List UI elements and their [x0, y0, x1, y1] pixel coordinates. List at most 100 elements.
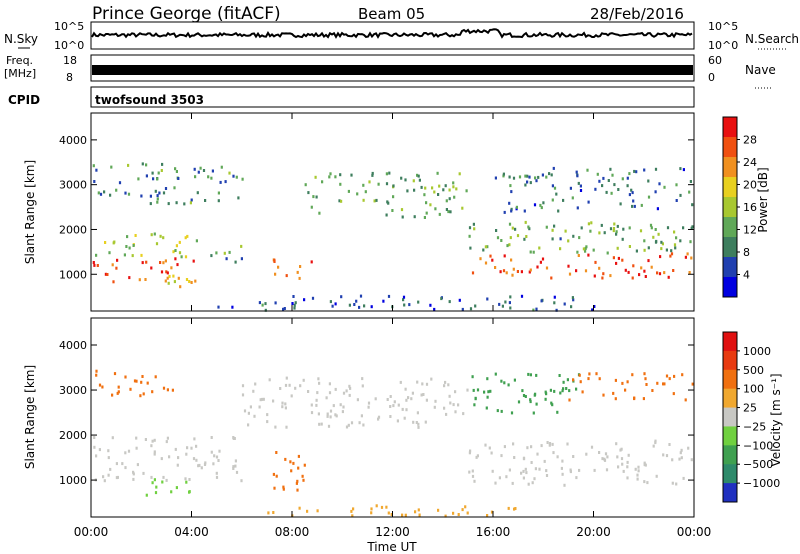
heatmap-cell: [585, 452, 588, 456]
velocity-panel-frame: [90, 317, 695, 518]
colorbar-tick-label: 24: [743, 156, 757, 169]
heatmap-cell: [400, 176, 403, 180]
heatmap-cell: [669, 254, 672, 258]
heatmap-cell: [512, 267, 515, 271]
heatmap-cell: [98, 448, 101, 452]
heatmap-cell: [631, 373, 634, 377]
heatmap-cell: [373, 199, 376, 203]
heatmap-cell: [636, 473, 639, 477]
heatmap-cell: [487, 390, 490, 394]
heatmap-cell: [621, 462, 624, 466]
heatmap-cell: [691, 382, 694, 386]
heatmap-cell: [575, 387, 578, 391]
heatmap-cell: [545, 392, 548, 396]
heatmap-cell: [231, 305, 234, 309]
heatmap-cell: [646, 481, 649, 485]
heatmap-cell: [157, 171, 160, 175]
power-colorbar: 4 8 12 16 20 24 28: [722, 116, 757, 298]
heatmap-cell: [115, 266, 118, 270]
heatmap-cell: [635, 249, 638, 253]
heatmap-cell: [307, 191, 310, 195]
heatmap-cell: [425, 211, 428, 215]
heatmap-cell: [524, 395, 527, 398]
heatmap-cell: [347, 423, 350, 427]
heatmap-cell: [303, 298, 306, 302]
heatmap-cell: [561, 472, 564, 476]
x-tick-label: 20:00: [576, 525, 611, 539]
heatmap-cell: [560, 466, 563, 470]
heatmap-cell: [474, 396, 477, 400]
heatmap-cell: [159, 234, 162, 238]
heatmap-cell: [402, 298, 405, 302]
heatmap-cell: [615, 230, 618, 234]
heatmap-cell: [210, 436, 213, 439]
heatmap-cell: [234, 464, 237, 468]
heatmap-cell: [614, 397, 617, 401]
heatmap-cell: [521, 389, 524, 393]
heatmap-cell: [503, 445, 506, 449]
heatmap-cell: [588, 372, 591, 376]
heatmap-cell: [93, 263, 96, 267]
heatmap-cell: [515, 205, 518, 209]
heatmap-cell: [240, 257, 243, 261]
heatmap-cell: [161, 162, 164, 166]
heatmap-cell: [682, 226, 685, 230]
y-tick-label: 4000: [59, 339, 87, 352]
heatmap-cell: [112, 241, 115, 245]
heatmap-cell: [430, 377, 433, 381]
heatmap-cell: [113, 372, 117, 376]
heatmap-cell: [177, 177, 180, 180]
heatmap-cell: [217, 199, 220, 203]
heatmap-cell: [512, 176, 516, 180]
heatmap-cell: [650, 226, 653, 230]
heatmap-cell: [568, 389, 571, 393]
heatmap-cell: [513, 507, 516, 511]
heatmap-cell: [673, 243, 677, 247]
heatmap-cell: [500, 239, 503, 242]
heatmap-cell: [489, 254, 492, 258]
heatmap-cell: [128, 276, 131, 280]
heatmap-cell: [566, 442, 569, 446]
heatmap-cell: [605, 468, 609, 472]
heatmap-cell: [469, 246, 472, 250]
heatmap-cell: [469, 449, 472, 453]
heatmap-cell: [621, 237, 624, 241]
heatmap-cell: [553, 224, 556, 228]
heatmap-cell: [315, 195, 318, 199]
heatmap-cell: [348, 384, 351, 388]
heatmap-cell: [310, 260, 313, 264]
heatmap-cell: [545, 266, 549, 270]
heatmap-cell: [132, 477, 135, 481]
heatmap-cell: [659, 255, 662, 259]
heatmap-cell: [510, 258, 513, 262]
heatmap-cell: [166, 276, 169, 280]
cpid-value: twofsound 3503: [95, 93, 204, 107]
heatmap-cell: [471, 375, 474, 379]
heatmap-cell: [452, 511, 455, 515]
heatmap-cell: [510, 209, 513, 213]
heatmap-cell: [579, 184, 582, 188]
heatmap-cell: [534, 176, 537, 180]
heatmap-cell: [524, 467, 527, 471]
heatmap-cell: [689, 180, 692, 183]
heatmap-cell: [617, 465, 620, 469]
heatmap-cell: [524, 183, 527, 187]
heatmap-cell: [631, 276, 634, 280]
heatmap-cell: [448, 188, 451, 192]
heatmap-cell: [584, 246, 587, 250]
heatmap-cell: [473, 227, 476, 231]
heatmap-cell: [317, 412, 320, 416]
heatmap-cell: [581, 390, 584, 394]
x-tick-label: 16:00: [476, 525, 511, 539]
heatmap-cell: [500, 379, 503, 383]
colorbar-swatch: [723, 237, 737, 258]
heatmap-cell: [93, 445, 96, 449]
heatmap-cell: [145, 174, 148, 178]
colorbar-tick-label: 4: [743, 269, 750, 282]
heatmap-cell: [274, 272, 277, 276]
heatmap-cell: [162, 475, 165, 479]
heatmap-cell: [200, 466, 203, 470]
heatmap-cell: [522, 394, 526, 397]
heatmap-cell: [670, 249, 673, 253]
heatmap-cell: [146, 381, 149, 385]
